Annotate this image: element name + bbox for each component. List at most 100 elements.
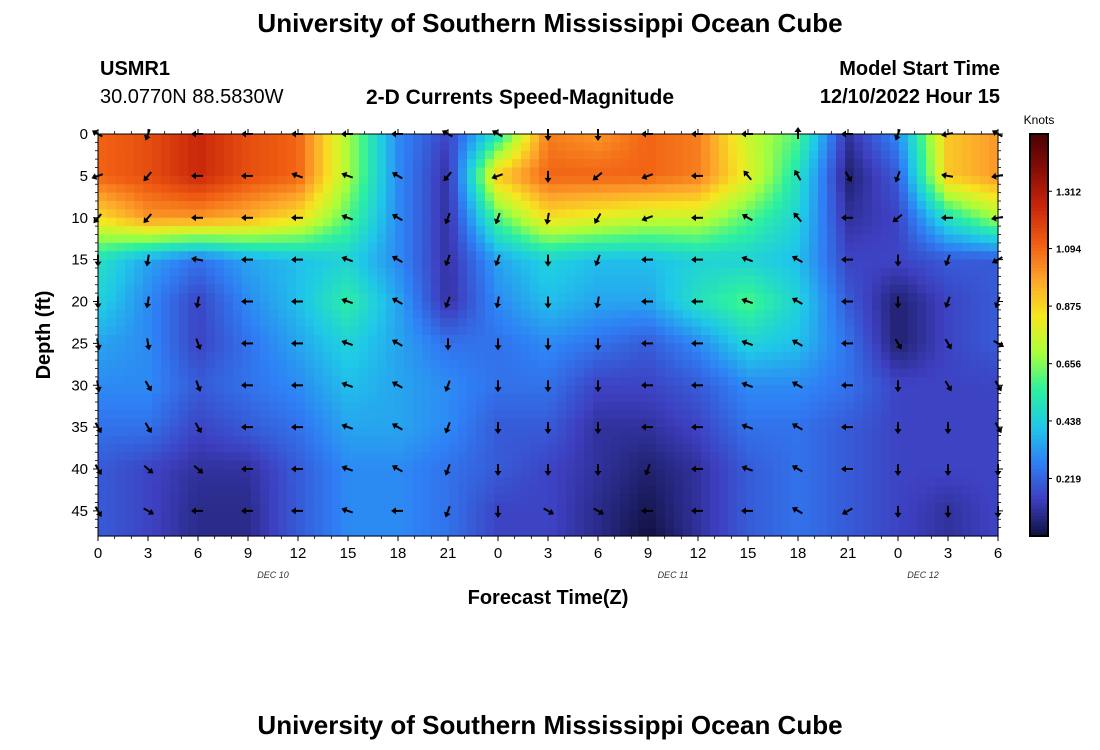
heatmap-cell [404,142,414,152]
heatmap-cell [584,385,594,395]
heatmap-cell [926,485,936,495]
heatmap-cell [521,376,531,386]
heatmap-cell [458,452,468,462]
heatmap-cell [701,335,711,344]
heatmap-cell [314,318,324,328]
heatmap-cell [512,469,522,478]
heatmap-cell [899,351,909,361]
heatmap-cell [278,251,288,261]
heatmap-cell [467,284,477,294]
heatmap-cell [395,309,405,319]
heatmap-cell [683,452,693,462]
heatmap-cell [206,217,216,227]
heatmap-cell [683,226,693,236]
heatmap-cell [692,510,702,520]
heatmap-cell [512,460,522,470]
heatmap-cell [413,351,423,361]
heatmap-cell [224,192,234,202]
heatmap-cell [251,251,261,261]
heatmap-cell [836,360,846,370]
vector-head [544,219,552,225]
heatmap-cell [341,519,351,529]
heatmap-cell [962,201,972,210]
heatmap-cell [656,351,666,361]
heatmap-cell [773,326,783,336]
heatmap-cell [377,293,387,303]
heatmap-cell [332,301,342,311]
heatmap-cell [512,251,522,261]
heatmap-cell [188,443,198,453]
heatmap-cell [206,393,216,403]
heatmap-cell [890,435,900,445]
heatmap-cell [638,477,648,487]
heatmap-cell [314,452,324,462]
heatmap-cell [467,485,477,495]
heatmap-cell [818,376,828,386]
heatmap-cell [845,427,855,437]
heatmap-cell [620,209,630,219]
heatmap-cell [620,335,630,344]
heatmap-cell [440,184,450,194]
heatmap-cell [413,242,423,252]
heatmap-cell [935,427,945,437]
heatmap-cell [989,368,999,378]
heatmap-cell [899,201,909,210]
heatmap-cell [593,242,603,252]
heatmap-cell [701,435,711,445]
heatmap-cell [611,510,621,520]
heatmap-cell [260,418,270,428]
heatmap-cell [287,309,297,319]
heatmap-cell [269,385,279,395]
heatmap-cell [863,418,873,428]
heatmap-cell [782,427,792,437]
heatmap-cell [566,175,576,185]
heatmap-cell [764,201,774,210]
heatmap-cell [836,134,846,143]
heatmap-cell [683,134,693,143]
heatmap-cell [728,251,738,261]
heatmap-cell [881,318,891,328]
heatmap-cell [728,242,738,252]
heatmap-cell [215,226,225,236]
heatmap-cell [872,242,882,252]
heatmap-cell [170,150,180,160]
heatmap-cell [485,201,495,210]
heatmap-cell [881,427,891,437]
heatmap-cell [629,301,639,311]
heatmap-cell [827,360,837,370]
heatmap-cell [719,142,729,152]
heatmap-cell [863,276,873,286]
heatmap-cell [935,402,945,411]
heatmap-cell [719,351,729,361]
heatmap-cell [377,402,387,411]
current-vector [341,255,354,263]
heatmap-cell [746,402,756,411]
heatmap-cell [539,318,549,328]
heatmap-cell [620,427,630,437]
heatmap-cell [152,502,162,512]
heatmap-cell [737,376,747,386]
heatmap-cell [845,268,855,277]
heatmap-cell [953,427,963,437]
heatmap-cell [566,494,576,504]
heatmap-cell [647,226,657,236]
heatmap-cell [989,502,999,512]
heatmap-cell [296,201,306,210]
heatmap-cell [602,251,612,261]
heatmap-cell [611,217,621,227]
heatmap-cell [854,494,864,504]
heatmap-cell [242,268,252,277]
heatmap-cell [728,427,738,437]
heatmap-cell [710,217,720,227]
heatmap-cell [692,259,702,269]
heatmap-cell [890,301,900,311]
heatmap-cell [530,410,540,420]
heatmap-cell [908,335,918,344]
heatmap-cell [818,402,828,411]
heatmap-cell [377,268,387,277]
current-vector [892,213,903,223]
heatmap-cell [440,226,450,236]
heatmap-cell [818,335,828,344]
heatmap-cell [683,284,693,294]
heatmap-cell [881,184,891,194]
